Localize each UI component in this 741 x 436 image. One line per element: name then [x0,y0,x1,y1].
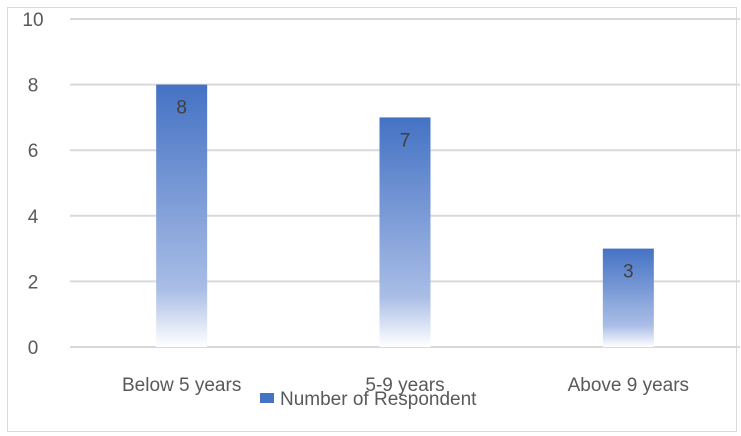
data-label: 7 [400,130,411,151]
y-tick-label: 2 [28,272,39,293]
legend-label: Number of Respondent [280,389,477,410]
x-axis-category-labels: Below 5 years 5-9 years Above 9 years [122,375,689,396]
y-tick-label: 0 [28,338,39,359]
chart-frame [7,7,737,432]
data-label: 3 [623,262,634,283]
data-labels: 8 7 3 [176,98,633,283]
legend-swatch [260,393,274,403]
bar [602,248,654,347]
bar [379,117,431,348]
bar [156,84,208,347]
legend: Number of Respondent [260,389,477,410]
y-tick-label: 4 [28,207,39,228]
y-tick-label: 6 [28,141,39,162]
x-tick-label: 5-9 years [365,375,444,396]
y-tick-label: 8 [28,76,39,97]
x-tick-label: Below 5 years [122,375,241,396]
data-label: 8 [176,98,187,119]
bars [156,84,654,348]
y-axis-tick-labels: 0 2 4 6 8 10 [22,10,43,359]
x-tick-label: Above 9 years [568,375,689,396]
y-tick-label: 10 [22,10,43,31]
